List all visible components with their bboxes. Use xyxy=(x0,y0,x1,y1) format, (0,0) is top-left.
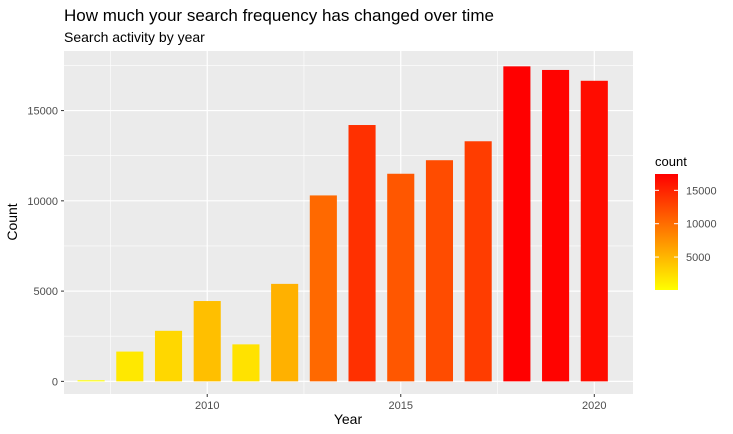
bars xyxy=(77,66,608,382)
bar xyxy=(77,380,105,382)
chart-title: How much your search frequency has chang… xyxy=(64,6,494,25)
legend-colorbar xyxy=(655,174,678,290)
x-tick-label: 2020 xyxy=(582,400,606,412)
y-tick-label: 10000 xyxy=(27,196,58,208)
legend: count 5000 10000 15000 xyxy=(655,154,717,290)
bar xyxy=(232,344,260,382)
legend-label: 10000 xyxy=(686,219,717,231)
legend-label: 5000 xyxy=(686,252,710,264)
bar xyxy=(580,80,608,382)
x-tick-label: 2010 xyxy=(195,400,219,412)
y-tick-label: 0 xyxy=(52,376,58,388)
bar xyxy=(348,125,376,382)
x-tick-label: 2015 xyxy=(389,400,413,412)
bar xyxy=(309,195,337,382)
legend-ticks xyxy=(655,189,678,258)
y-axis: 0 5000 10000 15000 xyxy=(27,106,64,388)
y-axis-title: Count xyxy=(4,203,20,240)
y-tick-label: 15000 xyxy=(27,106,58,118)
bar xyxy=(464,141,492,382)
x-axis: 2010 2015 2020 xyxy=(195,394,607,412)
legend-title: count xyxy=(655,154,687,169)
chart-subtitle: Search activity by year xyxy=(64,29,205,45)
bar xyxy=(503,66,531,382)
y-tick-label: 5000 xyxy=(34,286,58,298)
bar xyxy=(271,283,299,382)
bar xyxy=(116,351,144,382)
bar xyxy=(542,69,570,382)
bar xyxy=(154,330,183,382)
bar xyxy=(193,301,221,382)
bar xyxy=(425,160,454,382)
legend-label: 15000 xyxy=(686,185,717,197)
x-axis-title: Year xyxy=(334,411,363,427)
bar xyxy=(387,173,415,382)
